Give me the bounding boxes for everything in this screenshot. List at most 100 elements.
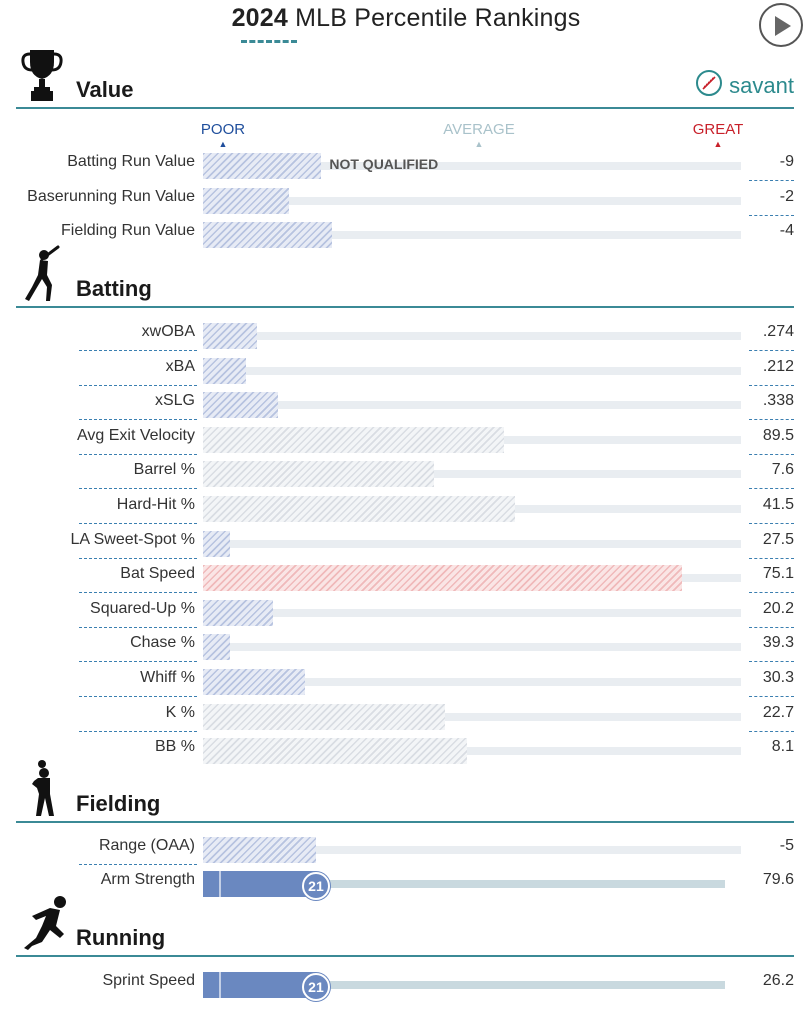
- metric-label[interactable]: Fielding Run Value: [60, 222, 195, 239]
- value-underline: [749, 730, 794, 732]
- label-underline: [79, 592, 197, 594]
- metric-label[interactable]: xBA: [165, 357, 195, 375]
- metric-label[interactable]: K %: [165, 703, 195, 721]
- metric-row[interactable]: Range (OAA) -5: [0, 832, 812, 866]
- label-underline: [79, 453, 197, 455]
- metric-value: 75.1: [762, 565, 794, 583]
- label-underline: [79, 557, 197, 559]
- metric-row[interactable]: Hard-Hit % 41.5: [0, 491, 812, 525]
- metric-row[interactable]: xwOBA .274: [0, 318, 812, 352]
- label-underline: [79, 384, 197, 386]
- percentile-track: [203, 678, 741, 686]
- not-qualified-label: NOT QUALIFIED: [329, 156, 439, 172]
- metric-label[interactable]: LA Sweet-Spot %: [70, 530, 195, 548]
- savant-label[interactable]: savant: [729, 73, 794, 98]
- value-underline: [749, 215, 794, 216]
- value-underline: [749, 488, 794, 490]
- metric-value: .212: [762, 357, 794, 375]
- metric-label[interactable]: Baserunning Run Value: [27, 188, 195, 205]
- metric-label[interactable]: Arm Strength: [100, 871, 195, 888]
- metric-row[interactable]: K % 22.7: [0, 699, 812, 733]
- metric-row[interactable]: LA Sweet-Spot % 27.5: [0, 526, 812, 560]
- fielder-icon: [20, 760, 64, 823]
- savant-link[interactable]: savant: [695, 70, 794, 100]
- metric-row[interactable]: Batting Run Value NOT QUALIFIED -9: [0, 148, 812, 182]
- value-underline: [749, 350, 794, 351]
- percentile-track: [203, 539, 741, 548]
- value-underline: [749, 419, 794, 421]
- metric-value: 20.2: [762, 599, 794, 617]
- metric-label[interactable]: Bat Speed: [120, 565, 195, 583]
- metric-value: 27.5: [762, 530, 794, 548]
- percentile-track: [203, 747, 741, 756]
- metric-value: 41.5: [762, 496, 794, 513]
- metric-label[interactable]: Range (OAA): [98, 837, 195, 854]
- metric-value: 26.2: [762, 972, 794, 989]
- percentile-bar: [203, 871, 316, 897]
- page-title: 2024 MLB Percentile Rankings: [0, 4, 812, 33]
- metric-row[interactable]: BB % 8.1: [0, 733, 812, 767]
- label-underline: [79, 350, 197, 351]
- scale-poor-arrow-icon: ▲: [218, 139, 228, 149]
- percentile-bar: [203, 222, 333, 248]
- page-header: 2024 MLB Percentile Rankings: [0, 0, 812, 60]
- section-divider: [16, 107, 794, 109]
- metric-value: 89.5: [762, 426, 794, 444]
- metric-label[interactable]: Barrel %: [133, 461, 195, 479]
- metric-row[interactable]: Arm Strength 21 79.6: [0, 866, 812, 900]
- play-button[interactable]: [759, 3, 803, 47]
- metric-label[interactable]: Chase %: [130, 634, 195, 652]
- label-underline: [79, 864, 197, 865]
- metric-row[interactable]: Sprint Speed 21 26.2: [0, 967, 812, 1001]
- section-header-batting: Batting: [0, 245, 812, 308]
- metric-value: .274: [762, 323, 794, 340]
- metric-label[interactable]: xSLG: [154, 392, 195, 410]
- scale-average: AVERAGE ▲: [429, 121, 529, 149]
- scale-poor-text: POOR: [200, 121, 246, 138]
- scale-great: GREAT ▲: [668, 121, 768, 149]
- percentile-badge[interactable]: 21: [301, 872, 330, 900]
- metric-row[interactable]: Chase % 39.3: [0, 629, 812, 663]
- percentile-bar: [203, 703, 446, 730]
- value-underline: [749, 453, 794, 455]
- percentile-bar: [203, 837, 316, 863]
- metric-value: 39.3: [762, 634, 794, 652]
- runner-icon: [20, 894, 72, 957]
- metric-row[interactable]: Bat Speed 75.1: [0, 560, 812, 594]
- section-header-running: Running: [0, 896, 812, 957]
- value-underline: [749, 384, 794, 386]
- metric-label[interactable]: Hard-Hit %: [116, 496, 195, 513]
- scale-average-arrow-icon: ▲: [474, 139, 484, 149]
- metric-row[interactable]: Squared-Up % 20.2: [0, 595, 812, 629]
- metric-label[interactable]: BB %: [154, 738, 195, 756]
- percentile-bar: [203, 153, 322, 179]
- metric-row[interactable]: Barrel % 7.6: [0, 456, 812, 490]
- value-underline: [749, 592, 794, 594]
- value-underline: [749, 557, 794, 559]
- metric-row[interactable]: Whiff % 30.3: [0, 664, 812, 698]
- metric-label[interactable]: Whiff %: [140, 669, 195, 686]
- bar-tick: [219, 972, 221, 998]
- metric-label[interactable]: Avg Exit Velocity: [77, 426, 195, 444]
- percentile-bar: [203, 188, 290, 214]
- metric-label[interactable]: xwOBA: [141, 323, 195, 340]
- label-underline: [79, 523, 197, 524]
- value-underline: [749, 696, 794, 697]
- metric-label[interactable]: Sprint Speed: [102, 972, 195, 989]
- percentile-badge[interactable]: 21: [301, 973, 330, 1001]
- metric-value: -5: [779, 837, 794, 854]
- metric-row[interactable]: xBA .212: [0, 353, 812, 387]
- metric-label[interactable]: Squared-Up %: [90, 599, 195, 617]
- metric-row[interactable]: Avg Exit Velocity 89.5: [0, 422, 812, 456]
- percentile-bar: [203, 599, 273, 626]
- section-divider: [16, 821, 794, 823]
- percentile-track: [203, 470, 741, 479]
- metric-label[interactable]: Batting Run Value: [67, 153, 195, 170]
- section-title-fielding: Fielding: [76, 791, 161, 816]
- metric-row[interactable]: Baserunning Run Value -2: [0, 183, 812, 217]
- percentile-bar: [203, 972, 316, 998]
- percentile-track: [203, 643, 741, 652]
- metric-row[interactable]: Fielding Run Value -4: [0, 217, 812, 251]
- percentile-bar: [203, 461, 435, 488]
- metric-row[interactable]: xSLG .338: [0, 387, 812, 421]
